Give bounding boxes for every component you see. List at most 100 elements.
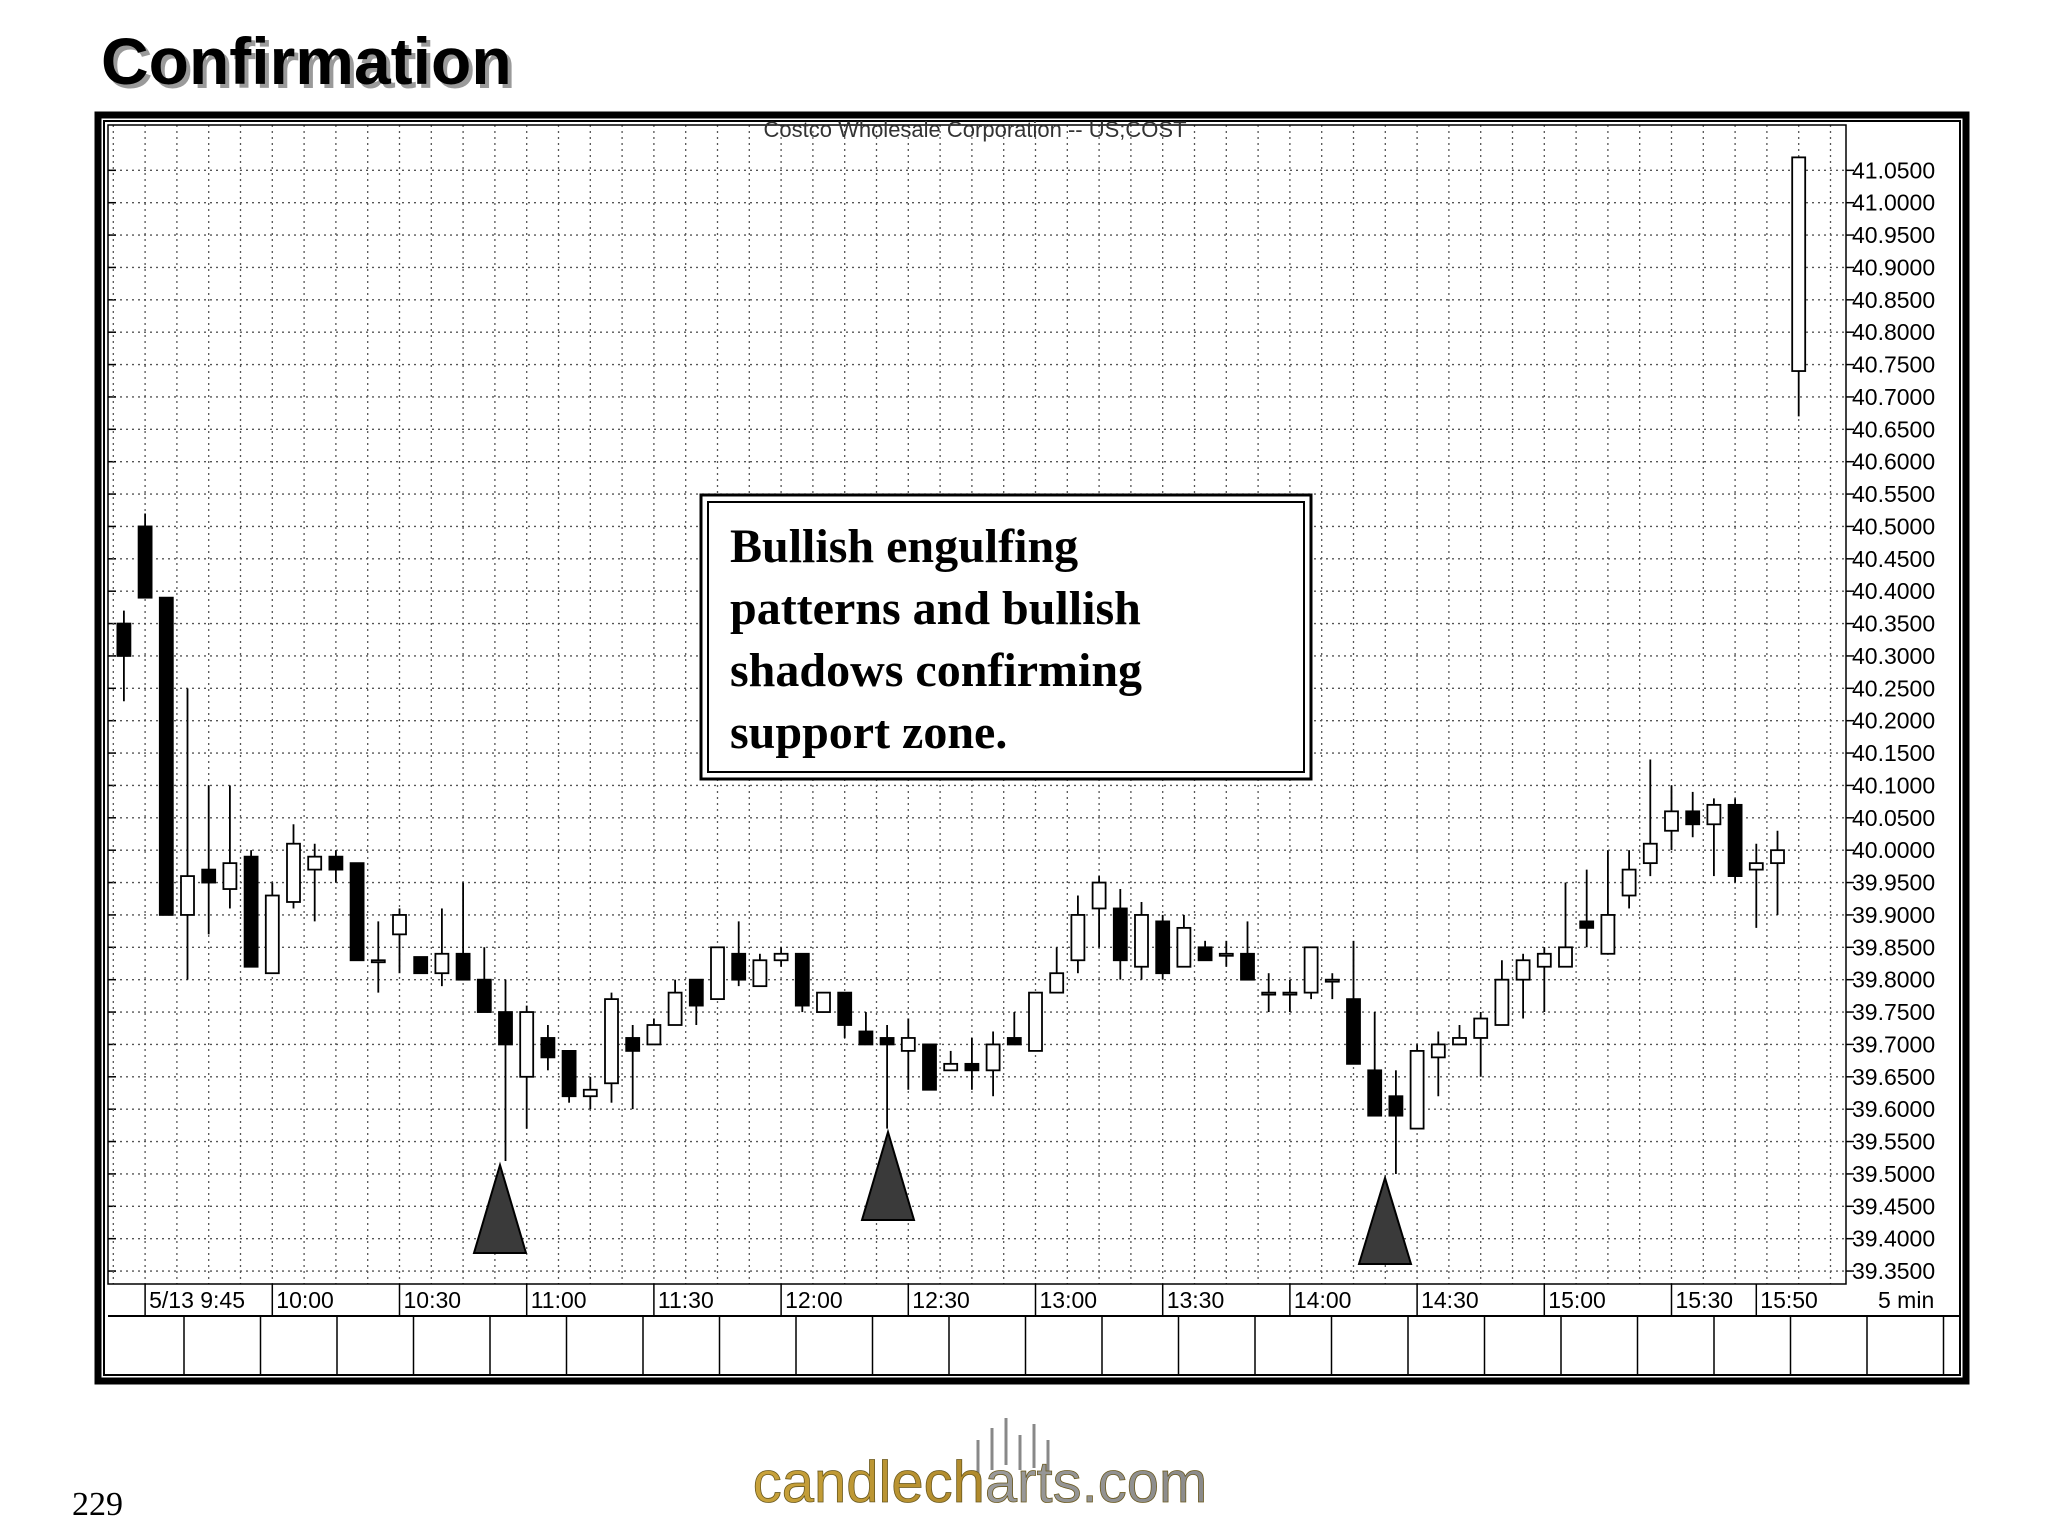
x-tick-label: 14:00 xyxy=(1294,1287,1352,1313)
y-tick-label: 40.8500 xyxy=(1852,287,1935,313)
y-tick-label: 39.9500 xyxy=(1852,870,1935,896)
candle-body xyxy=(1240,952,1255,981)
y-tick-label: 40.1500 xyxy=(1852,740,1935,766)
candle-body xyxy=(1452,1037,1467,1046)
candle-body xyxy=(222,862,238,890)
candle-body xyxy=(752,959,768,988)
y-tick-label: 39.5000 xyxy=(1852,1161,1935,1187)
candle-body xyxy=(1197,946,1213,962)
x-tick-label: 5/13 9:45 xyxy=(149,1287,245,1313)
candle-body xyxy=(116,622,132,657)
x-tick-label: 10:00 xyxy=(276,1287,334,1313)
candle-body xyxy=(1727,803,1743,877)
candle-body xyxy=(1346,998,1361,1065)
candle-body xyxy=(1303,946,1319,994)
candle-body xyxy=(985,1043,1001,1072)
y-tick-label: 40.2500 xyxy=(1852,675,1935,701)
candle-body xyxy=(1155,920,1171,975)
candle-body xyxy=(1706,803,1722,826)
support-arrow xyxy=(472,1161,528,1254)
candle-body xyxy=(1134,914,1149,968)
candle-body xyxy=(710,946,725,1001)
candle-body xyxy=(1176,926,1192,968)
candle-body xyxy=(1006,1037,1022,1046)
candle-body xyxy=(1770,849,1785,865)
candle-body xyxy=(1642,842,1658,865)
candle-body xyxy=(688,978,704,1007)
y-tick-label: 41.0500 xyxy=(1852,157,1935,183)
y-tick-label: 40.9500 xyxy=(1852,222,1935,248)
candle-body xyxy=(413,956,429,975)
candle-body xyxy=(434,952,450,975)
x-tick-label: 12:00 xyxy=(785,1287,843,1313)
candle-body xyxy=(1324,978,1340,983)
candle-body xyxy=(731,952,747,981)
annotation-box xyxy=(699,493,1313,781)
annotation-line: support zone. xyxy=(730,706,1007,759)
candle-body xyxy=(582,1088,598,1098)
grid: 39.3500 39.4000 39.4500 39.5000 39.5500 39.60… xyxy=(108,125,1935,1316)
interval-label: 5 min xyxy=(1878,1287,1934,1313)
candle-body xyxy=(307,855,323,871)
candle-body xyxy=(1070,914,1086,962)
candle-body xyxy=(1748,862,1764,871)
candle-body xyxy=(476,978,492,1013)
candle-body xyxy=(1473,1017,1489,1039)
y-tick-label: 39.4000 xyxy=(1852,1226,1935,1252)
candle-body xyxy=(1218,952,1234,957)
y-tick-label: 39.9000 xyxy=(1852,902,1935,928)
lower-panel xyxy=(183,1316,1945,1375)
candle-body xyxy=(858,1030,874,1046)
y-tick-label: 40.9000 xyxy=(1852,254,1935,280)
y-tick-label: 39.4500 xyxy=(1852,1193,1935,1219)
candle-body xyxy=(158,596,174,916)
candle-body xyxy=(900,1037,916,1052)
candle-body xyxy=(794,952,810,1007)
candle-body xyxy=(625,1037,641,1052)
chart-title: Costco Wholesale Corporation -- US;COST xyxy=(763,117,1186,142)
logo-icon xyxy=(976,1418,1050,1475)
x-tick-label: 12:30 xyxy=(912,1287,970,1313)
y-tick-label: 39.7500 xyxy=(1852,999,1935,1025)
y-tick-label: 39.5500 xyxy=(1852,1129,1935,1155)
y-tick-label: 40.3500 xyxy=(1852,611,1935,637)
candle-body xyxy=(328,855,344,871)
y-tick-label: 40.7000 xyxy=(1852,384,1935,410)
candle-body xyxy=(264,894,280,975)
candle-body xyxy=(667,991,683,1026)
candle-body xyxy=(964,1062,980,1072)
candle-body xyxy=(1261,991,1277,996)
candle-body xyxy=(1664,810,1679,832)
candle-body xyxy=(646,1024,662,1046)
x-tick-label: 14:30 xyxy=(1421,1287,1479,1313)
candle-body xyxy=(540,1037,556,1059)
candle-body xyxy=(1621,868,1637,897)
candle-body xyxy=(1791,156,1807,372)
candle-body xyxy=(243,855,259,968)
candle-body xyxy=(180,875,195,916)
candle-body xyxy=(943,1062,959,1072)
candle-body xyxy=(1430,1043,1446,1059)
annotation-line: patterns and bullish xyxy=(730,582,1141,635)
y-tick-label: 40.5000 xyxy=(1852,513,1935,539)
candle-body xyxy=(1091,881,1107,910)
candle-body xyxy=(137,525,153,599)
candle-body xyxy=(773,952,789,962)
x-tick-label: 13:00 xyxy=(1040,1287,1098,1313)
candle-body xyxy=(349,862,365,962)
x-tick-label: 13:30 xyxy=(1167,1287,1225,1313)
y-tick-label: 39.7000 xyxy=(1852,1031,1935,1057)
candle-body xyxy=(286,842,301,903)
plot-border xyxy=(107,124,1847,1285)
y-tick-label: 40.8000 xyxy=(1852,319,1935,345)
candle-body xyxy=(1579,920,1595,929)
y-tick-label: 40.6000 xyxy=(1852,449,1935,475)
y-tick-label: 39.6000 xyxy=(1852,1096,1935,1122)
y-tick-label: 40.6500 xyxy=(1852,416,1935,442)
candle-body xyxy=(1515,959,1531,981)
candle-body xyxy=(604,998,619,1085)
candle-body xyxy=(1685,810,1701,826)
x-tick-label: 11:30 xyxy=(658,1287,714,1313)
y-tick-label: 40.3000 xyxy=(1852,643,1935,669)
